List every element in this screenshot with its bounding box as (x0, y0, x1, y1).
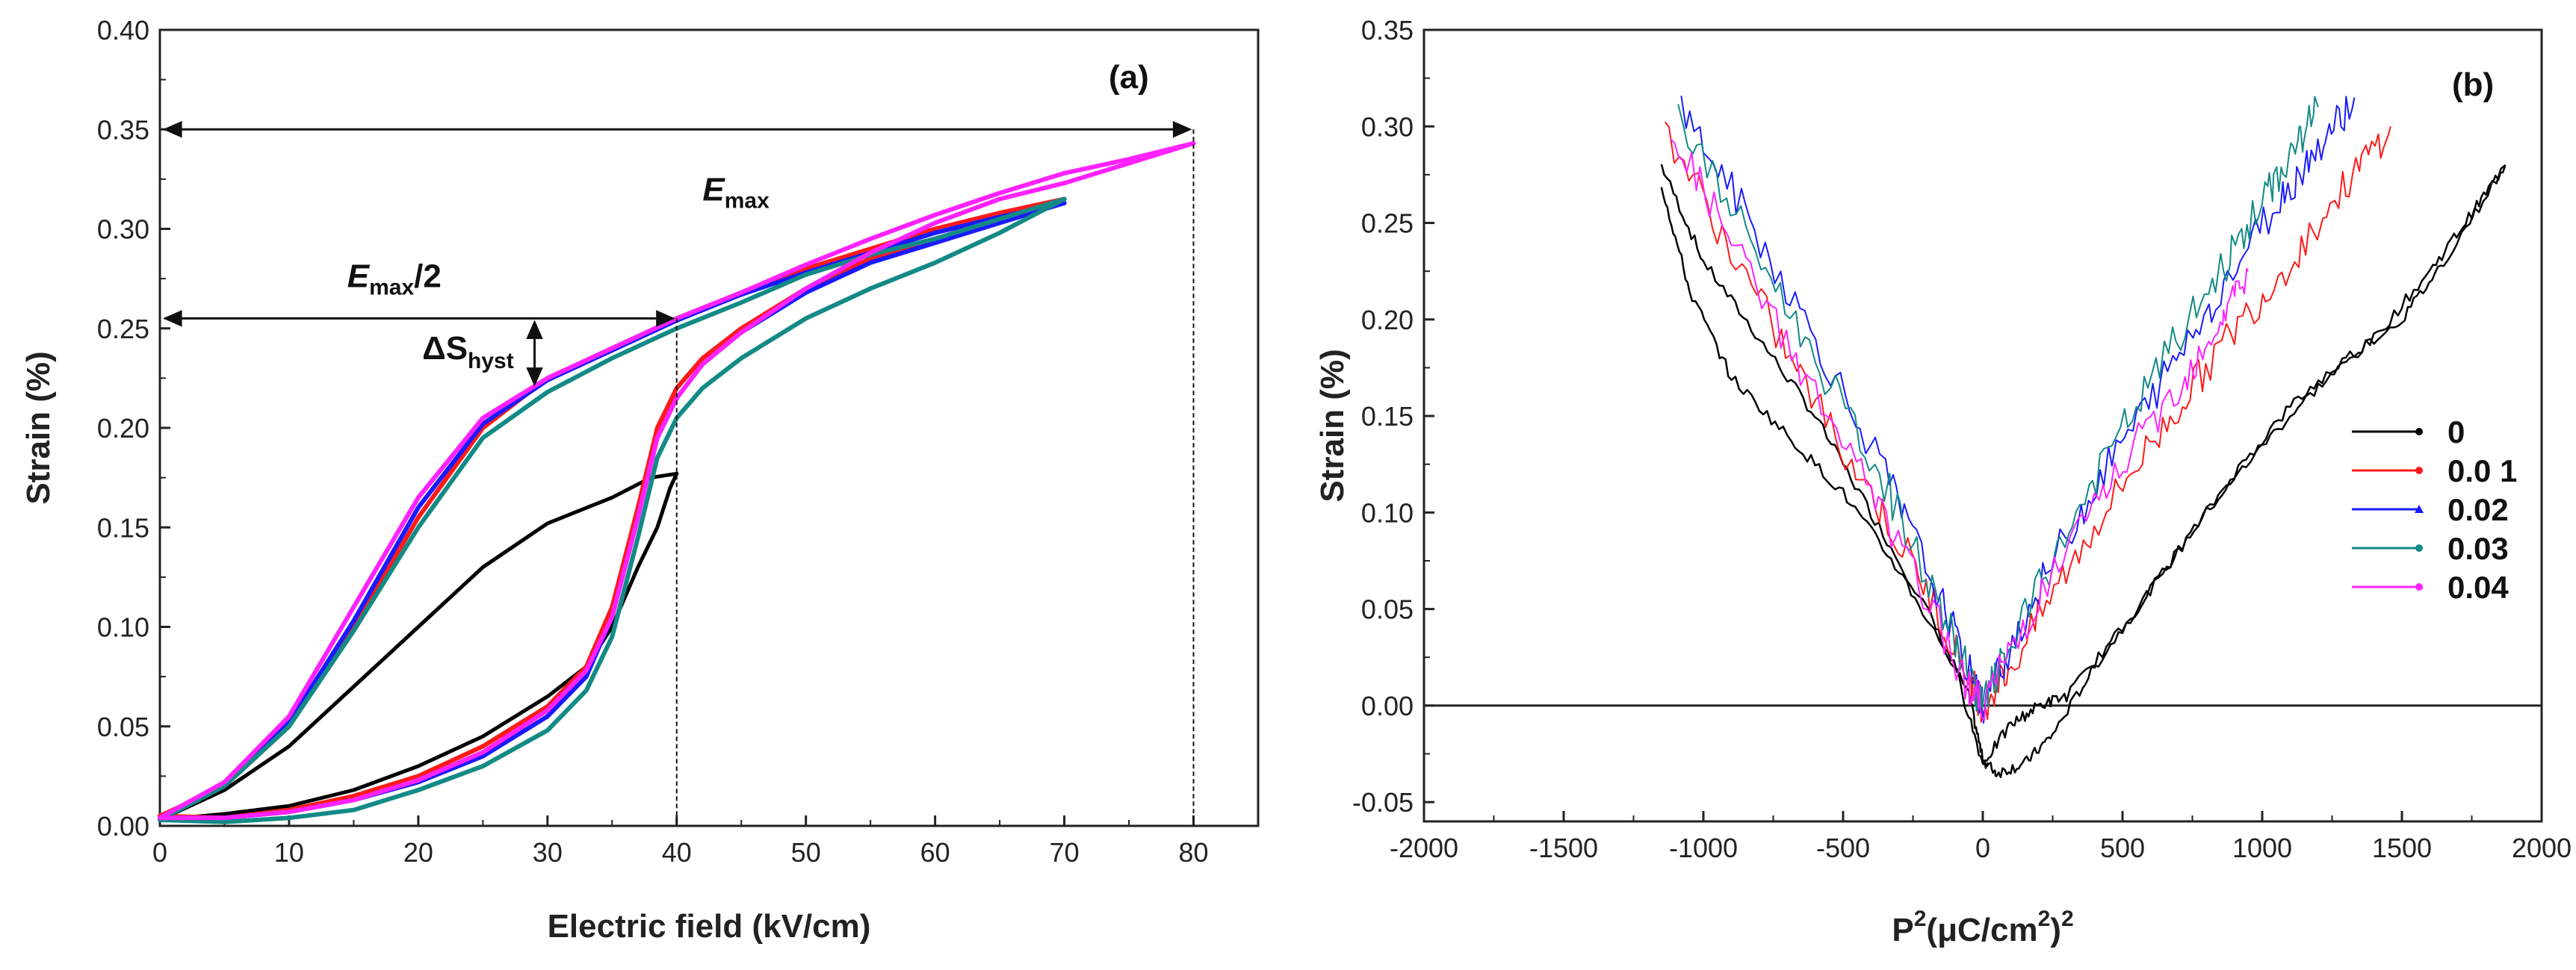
panel-a-ticks: 0 10 20 30 40 50 60 70 80 0.00 0.05 0.10 0.15 0.20 0.2… (97, 15, 1209, 868)
b-y-tick-label: 0.10 (1361, 497, 1414, 528)
legend-marker (2415, 544, 2423, 552)
a-series-003-falling (158, 196, 1067, 822)
arrow-head (163, 310, 182, 327)
panel-a-x-axis-title: Electric field (kV/cm) (548, 908, 871, 945)
arrow-head (526, 367, 543, 387)
panel-a-label: (a) (1109, 59, 1149, 96)
a-series-002-falling (158, 200, 1067, 821)
a-series-004-rising (158, 140, 1196, 821)
b-series-001-branch1 (1664, 121, 2391, 723)
a-x-tick-label: 10 (274, 837, 304, 868)
a-x-tick-label: 40 (662, 837, 692, 868)
panel-a-plot-frame (158, 28, 1260, 827)
legend-marker (2415, 428, 2423, 435)
emax-half-label-sub: max (369, 275, 414, 299)
emax-label-main: E (702, 171, 725, 208)
panel-b-xlabel-sup2: 2 (2038, 907, 2051, 931)
hyst-label: ΔShyst (422, 330, 514, 373)
panel-b-legend: 00.0 1 0.02 0.03 0.04 (2352, 414, 2517, 605)
legend-marker (2415, 583, 2423, 591)
b-y-tick-label: -0.05 (1352, 787, 1414, 818)
emax-half-label-tail: /2 (414, 258, 442, 294)
b-y-tick-label: 0.00 (1361, 691, 1414, 721)
b-x-tick-label: -2000 (1390, 833, 1458, 863)
hyst-label-sub: hyst (468, 349, 514, 373)
panel-b-label: (b) (2452, 66, 2494, 103)
a-y-tick-label: 0.05 (97, 712, 149, 742)
b-x-tick-label: 1000 (2232, 833, 2292, 863)
a-series-0-rising (158, 471, 679, 822)
a-y-tick-label: 0.30 (97, 214, 149, 245)
legend-label: 0.02 (2447, 492, 2509, 527)
b-series-003-branch1 (1677, 96, 2319, 712)
panel-b-ticks: -2000 -1500 -1000 -500 0 500 1000 1500 2000 -0.05… (1352, 15, 2572, 863)
a-x-tick-label: 50 (791, 837, 821, 868)
a-series-0-falling (158, 471, 679, 822)
a-y-tick-label: 0.40 (97, 15, 149, 46)
b-y-tick-label: 0.30 (1361, 111, 1414, 142)
arrow-head (656, 310, 675, 327)
legend-marker (2415, 505, 2424, 513)
emax-half-label-main: E (347, 258, 371, 294)
b-y-tick-label: 0.20 (1361, 305, 1414, 335)
b-y-tick-label: 0.35 (1361, 15, 1414, 46)
emax-label: Emax (702, 171, 770, 213)
b-x-tick-label: 2000 (2512, 833, 2572, 863)
panel-a-chart: 0 10 20 30 40 50 60 70 80 0.00 0.05 0.10 0.15 0.20 0.2… (20, 15, 1260, 945)
a-y-tick-label: 0.25 (97, 314, 149, 344)
hyst-label-main: ΔS (422, 330, 468, 367)
a-x-tick-label: 60 (920, 837, 950, 868)
panel-a-y-axis-title: Strain (%) (20, 351, 57, 504)
legend-label: 0.04 (2447, 570, 2509, 605)
panel-b-xlabel-mid: (μC/cm (1926, 912, 2037, 948)
a-y-tick-label: 0.10 (97, 612, 149, 643)
b-y-tick-label: 0.15 (1361, 401, 1414, 432)
panel-b-xlabel-p: P (1892, 912, 1913, 948)
panel-b-x-axis-title: P2(μC/cm2)2 (1892, 907, 2073, 948)
b-x-tick-label: 0 (1975, 833, 1990, 863)
arrow-head (1172, 121, 1192, 138)
emax-half-label: Emax/2 (347, 258, 442, 299)
a-series-001-falling (158, 196, 1067, 818)
legend-label: 0.03 (2447, 531, 2509, 566)
legend-label: 0.0 1 (2447, 453, 2517, 488)
a-series-002-rising (158, 200, 1067, 821)
a-x-tick-label: 80 (1179, 837, 1209, 868)
b-x-tick-label: 500 (2100, 833, 2145, 863)
a-y-tick-label: 0.35 (97, 114, 149, 145)
b-y-tick-label: 0.05 (1361, 594, 1414, 625)
b-x-tick-label: -500 (1816, 833, 1870, 863)
panel-b-xlabel-close: ) (2050, 912, 2061, 948)
b-series-004-branch1 (1670, 138, 2250, 721)
b-y-tick-label: 0.25 (1361, 208, 1414, 239)
a-x-tick-label: 20 (403, 837, 433, 868)
arrow-head (526, 320, 543, 340)
a-x-tick-label: 0 (152, 837, 167, 868)
panel-b-series (1660, 96, 2507, 779)
panel-b-chart: -2000 -1500 -1000 -500 0 500 1000 1500 2000 -0.05… (1314, 15, 2572, 948)
a-y-tick-label: 0.15 (97, 512, 149, 543)
a-x-tick-label: 30 (533, 837, 563, 868)
a-x-tick-label: 70 (1050, 837, 1080, 868)
b-series-0-branch2 (1660, 164, 2507, 765)
arrow-head (163, 121, 182, 138)
b-x-tick-label: 1500 (2372, 833, 2432, 863)
panel-b-y-axis-title: Strain (%) (1314, 349, 1351, 502)
a-series-003-rising (158, 196, 1067, 824)
a-y-tick-label: 0.20 (97, 413, 149, 444)
emax-label-sub: max (725, 188, 770, 213)
b-x-tick-label: -1500 (1529, 833, 1598, 863)
a-series-004-falling (158, 140, 1196, 821)
legend-label: 0 (2447, 414, 2465, 450)
panel-a-series (158, 140, 1196, 824)
a-series-001-rising (158, 196, 1067, 821)
b-x-tick-label: -1000 (1669, 833, 1738, 863)
legend-marker (2415, 467, 2423, 474)
panel-b-xlabel-sup1: 2 (1914, 907, 1927, 931)
panel-b-xlabel-sup3: 2 (2061, 907, 2074, 931)
a-y-tick-label: 0.00 (97, 811, 149, 842)
